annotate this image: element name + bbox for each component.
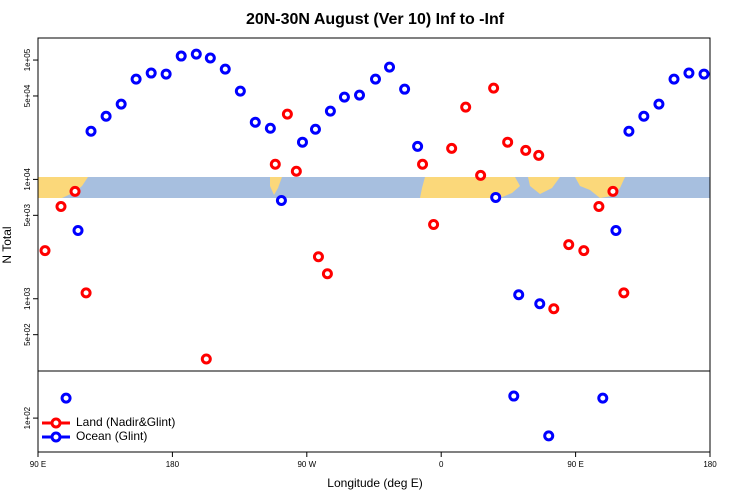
point xyxy=(249,116,261,128)
point xyxy=(502,136,514,148)
point xyxy=(446,142,458,154)
point xyxy=(399,83,411,95)
point xyxy=(296,136,308,148)
point xyxy=(488,82,500,94)
point xyxy=(100,110,112,122)
y-axis-label: N Total xyxy=(0,226,14,263)
point xyxy=(160,68,172,80)
point xyxy=(412,140,424,152)
point xyxy=(369,73,381,85)
point xyxy=(175,50,187,62)
point xyxy=(69,185,81,197)
point xyxy=(39,245,51,257)
point xyxy=(548,303,560,315)
x-tick-label: 90 E xyxy=(567,460,583,469)
point xyxy=(204,52,216,64)
point xyxy=(534,298,546,310)
point xyxy=(275,194,287,206)
point xyxy=(563,239,575,251)
point xyxy=(145,67,157,79)
x-tick-label: 90 E xyxy=(30,460,46,469)
point xyxy=(520,144,532,156)
x-axis-label: Longitude (deg E) xyxy=(327,476,422,490)
x-tick-label: 0 xyxy=(439,460,444,469)
point xyxy=(428,218,440,230)
point xyxy=(312,251,324,263)
legend-label: Ocean (Glint) xyxy=(76,429,147,443)
point xyxy=(638,110,650,122)
point xyxy=(234,85,246,97)
point xyxy=(417,158,429,170)
point xyxy=(597,392,609,404)
point xyxy=(281,108,293,120)
y-tick-label: 5e+03 xyxy=(23,204,32,227)
point xyxy=(593,200,605,212)
point xyxy=(460,101,472,113)
y-tick-label: 5e+02 xyxy=(23,323,32,346)
point xyxy=(683,67,695,79)
chart-title: 20N-30N August (Ver 10) Inf to -Inf xyxy=(246,11,505,28)
point xyxy=(490,191,502,203)
point xyxy=(115,98,127,110)
point xyxy=(698,68,710,80)
point xyxy=(354,89,366,101)
map-strip xyxy=(38,177,710,198)
y-tick-label: 1e+03 xyxy=(23,287,32,310)
point xyxy=(508,390,520,402)
point xyxy=(513,289,525,301)
point xyxy=(309,123,321,135)
point xyxy=(578,245,590,257)
point xyxy=(219,63,231,75)
point xyxy=(264,122,276,134)
point xyxy=(338,91,350,103)
point xyxy=(623,125,635,137)
point xyxy=(190,48,202,60)
y-tick-label: 1e+05 xyxy=(23,48,32,71)
y-tick-label: 5e+04 xyxy=(23,84,32,107)
point xyxy=(200,353,212,365)
x-tick-label: 180 xyxy=(703,460,717,469)
point xyxy=(610,225,622,237)
point xyxy=(85,125,97,137)
point xyxy=(653,98,665,110)
point xyxy=(269,158,281,170)
x-tick-label: 180 xyxy=(166,460,180,469)
point xyxy=(384,61,396,73)
point xyxy=(607,185,619,197)
point xyxy=(290,165,302,177)
legend-label: Land (Nadir&Glint) xyxy=(76,415,175,429)
legend-marker xyxy=(50,431,62,443)
point xyxy=(321,268,333,280)
point xyxy=(668,73,680,85)
point xyxy=(533,149,545,161)
legend-marker xyxy=(50,417,62,429)
plot-frame xyxy=(37,37,711,453)
point xyxy=(55,200,67,212)
point xyxy=(130,73,142,85)
point xyxy=(618,287,630,299)
point xyxy=(324,105,336,117)
point xyxy=(60,392,72,404)
point xyxy=(543,430,555,442)
point xyxy=(475,169,487,181)
y-tick-label: 1e+02 xyxy=(23,406,32,429)
point xyxy=(80,287,92,299)
point xyxy=(72,225,84,237)
y-tick-label: 1e+04 xyxy=(23,168,32,191)
x-tick-label: 90 W xyxy=(297,460,316,469)
